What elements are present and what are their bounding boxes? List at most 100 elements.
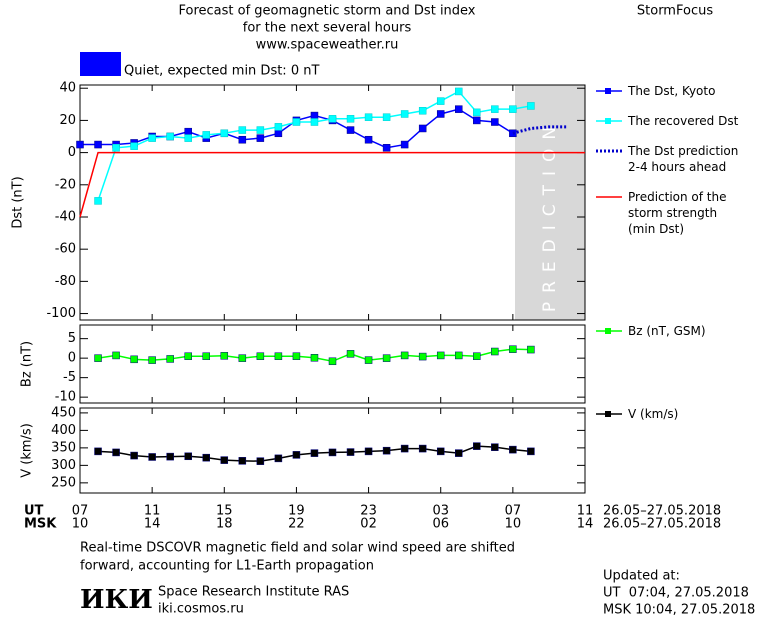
- point: [292, 118, 301, 126]
- x-tick-label: 07: [72, 504, 89, 519]
- point: [418, 107, 427, 115]
- legend-label: V (km/s): [628, 407, 678, 421]
- point: [328, 448, 337, 457]
- y-tick-label: 450: [51, 405, 76, 420]
- legend-marker: [605, 88, 611, 94]
- point: [292, 352, 301, 360]
- x-tick-label: 22: [288, 517, 305, 532]
- point: [310, 354, 319, 362]
- point: [491, 443, 499, 451]
- x-tick-label: 03: [432, 504, 449, 519]
- point: [527, 345, 535, 354]
- point: [94, 447, 102, 456]
- point: [527, 102, 535, 110]
- point: [148, 356, 156, 364]
- point: [509, 105, 517, 113]
- x-tick-label: 15: [216, 504, 233, 519]
- x-tick-label: 10: [72, 517, 89, 532]
- point: [112, 448, 120, 457]
- point: [455, 351, 463, 360]
- point: [455, 87, 463, 96]
- series-line: [97, 90, 532, 202]
- ut-label: UT: [24, 504, 44, 519]
- x-tick-label: 02: [360, 517, 377, 532]
- point: [473, 352, 481, 360]
- legend-label: Prediction of the storm strength (min Dst): [628, 190, 727, 236]
- point: [382, 144, 391, 152]
- point: [400, 444, 409, 453]
- x-tick-label: 07: [505, 504, 522, 519]
- logo: ИКИ: [80, 585, 153, 615]
- title-line: for the next several hours: [243, 21, 412, 36]
- y-tick-label: 0: [68, 351, 76, 366]
- y-axis-title: Bz (nT): [20, 341, 35, 387]
- site: iki.cosmos.ru: [158, 602, 244, 617]
- point: [346, 126, 355, 134]
- point: [238, 354, 247, 362]
- x-tick-label: 19: [288, 504, 305, 519]
- institute: Space Research Institute RAS: [158, 585, 349, 600]
- point: [364, 447, 373, 456]
- legend-marker: [605, 411, 611, 417]
- point: [436, 110, 445, 118]
- point: [274, 123, 283, 131]
- legend-label: Bz (nT, GSM): [628, 324, 706, 338]
- point: [274, 454, 283, 463]
- point: [400, 140, 409, 149]
- plot-frame: [79, 407, 586, 494]
- y-tick-label: 40: [59, 81, 76, 96]
- point: [418, 352, 427, 361]
- legend-marker: [605, 328, 611, 334]
- point: [112, 144, 120, 152]
- x-tick-label: 06: [432, 517, 449, 532]
- point: [346, 448, 355, 456]
- y-tick-label: 400: [51, 423, 76, 438]
- point: [148, 134, 156, 142]
- date-range: 26.05–27.05.2018: [603, 504, 721, 519]
- point: [418, 124, 427, 133]
- point: [130, 142, 138, 150]
- point: [310, 118, 319, 126]
- point: [202, 453, 210, 462]
- point: [166, 132, 174, 141]
- prediction-label: PREDICTION: [540, 118, 560, 312]
- point: [148, 453, 156, 461]
- point: [94, 140, 102, 149]
- point: [382, 354, 391, 362]
- point: [76, 140, 84, 149]
- status: Quiet, expected min Dst: 0 nT: [124, 64, 319, 79]
- y-tick-label: 0: [68, 145, 76, 160]
- status-box: [80, 52, 121, 76]
- point: [274, 352, 283, 360]
- point: [310, 111, 319, 120]
- point: [382, 113, 391, 121]
- updated-ut: UT 07:04, 27.05.2018: [603, 586, 749, 601]
- y-tick-label: -60: [55, 242, 76, 257]
- point: [256, 134, 265, 142]
- point: [166, 452, 174, 461]
- point: [166, 355, 174, 363]
- point: [400, 110, 409, 118]
- y-tick-label: -80: [55, 274, 76, 289]
- y-tick-label: 250: [51, 475, 76, 490]
- y-axis-title: V (km/s): [20, 423, 35, 478]
- prediction-band: [515, 85, 585, 320]
- point: [418, 444, 427, 453]
- point: [346, 115, 355, 123]
- y-tick-label: -100: [46, 306, 76, 321]
- y-tick-label: -10: [55, 390, 76, 405]
- y-tick-label: -5: [63, 370, 76, 385]
- legend-label: The Dst, Kyoto: [627, 84, 715, 98]
- date-range: 26.05–27.05.2018: [603, 517, 721, 532]
- x-tick-label: 14: [577, 517, 594, 532]
- point: [220, 352, 229, 360]
- point: [455, 105, 463, 113]
- y-tick-label: 20: [59, 113, 76, 128]
- y-tick-label: 350: [51, 440, 76, 455]
- updated-msk: MSK 10:04, 27.05.2018: [603, 603, 755, 618]
- point: [256, 352, 265, 360]
- point: [238, 126, 247, 134]
- x-tick-label: 23: [360, 504, 377, 519]
- point: [238, 457, 247, 465]
- x-tick-label: 18: [216, 517, 233, 532]
